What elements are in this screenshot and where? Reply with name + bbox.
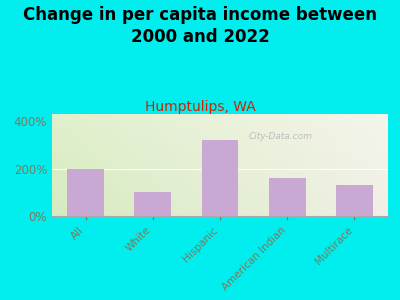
- Bar: [67, 169, 104, 216]
- Text: City-Data.com: City-Data.com: [248, 132, 312, 141]
- Bar: [134, 192, 171, 216]
- Bar: [202, 140, 238, 216]
- Text: Humptulips, WA: Humptulips, WA: [145, 100, 255, 115]
- Bar: [269, 178, 306, 216]
- Text: Change in per capita income between
2000 and 2022: Change in per capita income between 2000…: [23, 6, 377, 46]
- Bar: [336, 185, 373, 216]
